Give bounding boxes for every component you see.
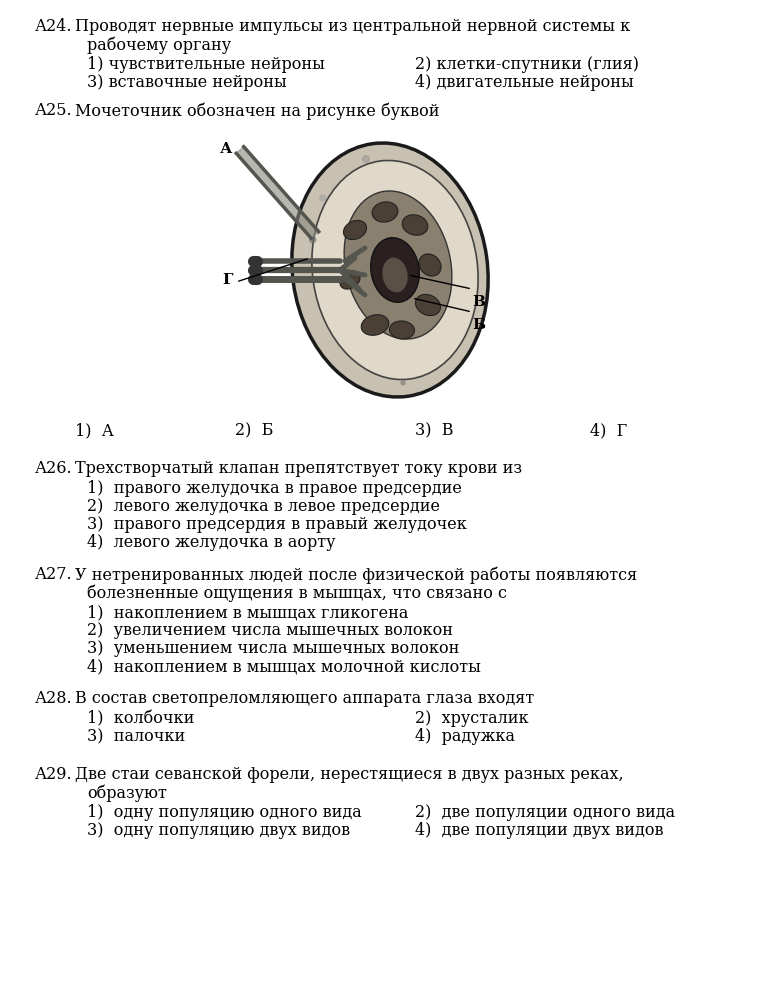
Ellipse shape <box>312 160 478 380</box>
Text: 4)  радужка: 4) радужка <box>415 728 515 745</box>
Text: А29.: А29. <box>35 766 73 783</box>
Text: А: А <box>220 142 233 156</box>
Ellipse shape <box>402 215 428 235</box>
Ellipse shape <box>372 202 398 222</box>
Text: А27.: А27. <box>35 566 73 583</box>
Text: Б: Б <box>472 318 485 332</box>
Text: 3)  одну популяцию двух видов: 3) одну популяцию двух видов <box>87 822 350 839</box>
Text: 1) чувствительные нейроны: 1) чувствительные нейроны <box>87 56 325 73</box>
Text: 3)  правого предсердия в правый желудочек: 3) правого предсердия в правый желудочек <box>87 516 467 533</box>
Text: Мочеточник обозначен на рисунке буквой: Мочеточник обозначен на рисунке буквой <box>75 102 439 119</box>
Text: 1)  одну популяцию одного вида: 1) одну популяцию одного вида <box>87 804 362 821</box>
Text: 3) вставочные нейроны: 3) вставочные нейроны <box>87 74 286 91</box>
Text: 1)  колбочки: 1) колбочки <box>87 710 194 727</box>
Text: рабочему органу: рабочему органу <box>87 36 231 53</box>
Text: А25.: А25. <box>35 102 73 119</box>
Text: Проводят нервные импульсы из центральной нервной системы к: Проводят нервные импульсы из центральной… <box>75 18 631 35</box>
Circle shape <box>401 381 405 385</box>
Polygon shape <box>237 147 319 238</box>
Text: А26.: А26. <box>35 460 73 477</box>
Text: 3)  уменьшением числа мышечных волокон: 3) уменьшением числа мышечных волокон <box>87 640 459 657</box>
Text: А28.: А28. <box>35 690 73 707</box>
Text: 2) клетки-спутники (глия): 2) клетки-спутники (глия) <box>415 56 639 73</box>
Text: 3)  В: 3) В <box>415 422 453 439</box>
Text: 1)  А: 1) А <box>75 422 114 439</box>
Text: болезненные ощущения в мышцах, что связано с: болезненные ощущения в мышцах, что связа… <box>87 584 507 601</box>
Ellipse shape <box>419 254 441 276</box>
Text: 2)  две популяции одного вида: 2) две популяции одного вида <box>415 804 675 821</box>
Circle shape <box>319 195 326 201</box>
Text: 4)  левого желудочка в аорту: 4) левого желудочка в аорту <box>87 534 336 551</box>
Text: 2)  Б: 2) Б <box>235 422 273 439</box>
Ellipse shape <box>361 315 389 335</box>
Text: 1)  накоплением в мышцах гликогена: 1) накоплением в мышцах гликогена <box>87 604 409 621</box>
Text: 1)  правого желудочка в правое предсердие: 1) правого желудочка в правое предсердие <box>87 480 462 497</box>
Ellipse shape <box>292 143 488 397</box>
Text: 4)  накоплением в мышцах молочной кислоты: 4) накоплением в мышцах молочной кислоты <box>87 658 481 675</box>
Text: 4)  две популяции двух видов: 4) две популяции двух видов <box>415 822 664 839</box>
Text: 2)  хрусталик: 2) хрусталик <box>415 710 528 727</box>
Text: Г: Г <box>222 273 233 287</box>
Text: А24.: А24. <box>35 18 72 35</box>
Ellipse shape <box>415 294 441 316</box>
Text: 2)  левого желудочка в левое предсердие: 2) левого желудочка в левое предсердие <box>87 498 440 515</box>
Ellipse shape <box>389 321 415 339</box>
Circle shape <box>310 237 316 243</box>
Text: образуют: образуют <box>87 784 167 802</box>
Text: 4)  Г: 4) Г <box>590 422 627 439</box>
Text: Трехстворчатый клапан препятствует току крови из: Трехстворчатый клапан препятствует току … <box>75 460 522 477</box>
Text: Две стаи севанской форели, нерестящиеся в двух разных реках,: Две стаи севанской форели, нерестящиеся … <box>75 766 624 783</box>
Text: В: В <box>472 295 485 309</box>
Text: У нетренированных людей после физической работы появляются: У нетренированных людей после физической… <box>75 566 637 584</box>
Text: 2)  увеличением числа мышечных волокон: 2) увеличением числа мышечных волокон <box>87 622 453 639</box>
Text: В состав светопреломляющего аппарата глаза входят: В состав светопреломляющего аппарата гла… <box>75 690 535 707</box>
Text: 3)  палочки: 3) палочки <box>87 728 185 745</box>
Text: 4) двигательные нейроны: 4) двигательные нейроны <box>415 74 634 91</box>
Ellipse shape <box>344 191 452 339</box>
Ellipse shape <box>382 258 408 292</box>
Circle shape <box>362 156 369 162</box>
Ellipse shape <box>343 220 366 240</box>
Ellipse shape <box>371 238 419 302</box>
Ellipse shape <box>340 271 360 289</box>
